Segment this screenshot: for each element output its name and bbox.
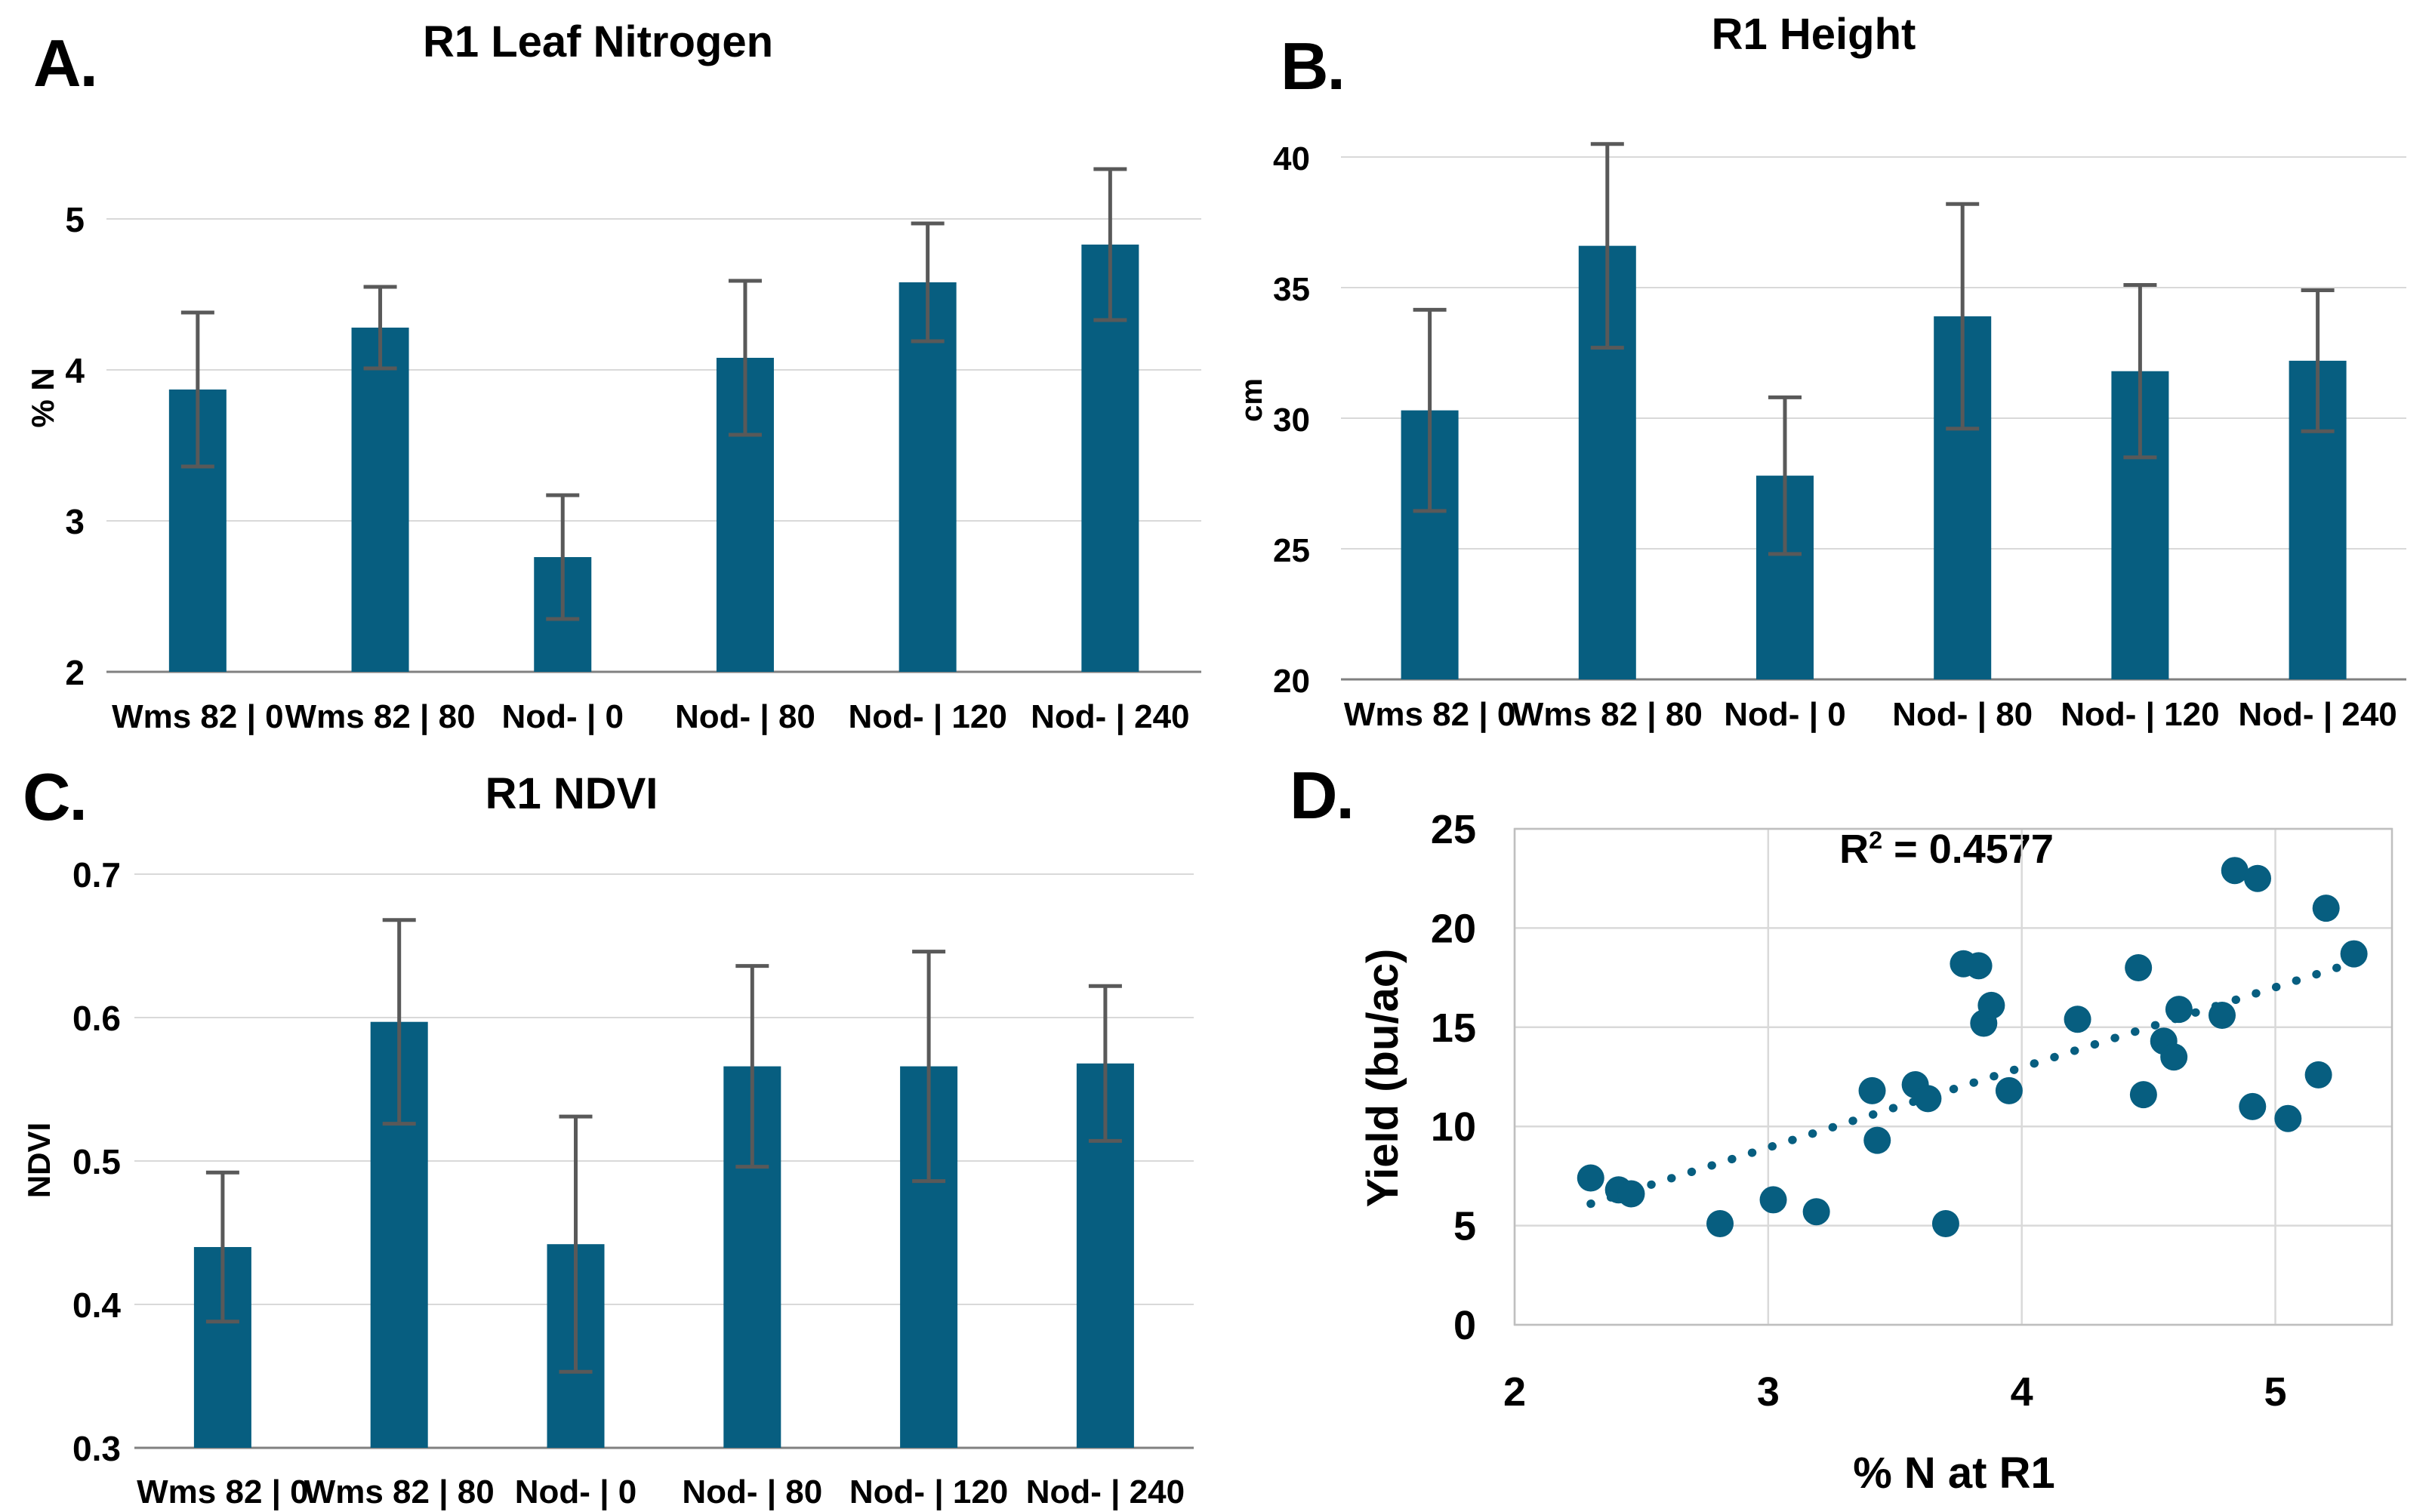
- r-squared-exponent: 2: [1869, 827, 1883, 854]
- svg-text:Wms 82 | 0: Wms 82 | 0: [137, 1474, 309, 1511]
- svg-text:5: 5: [1453, 1204, 1476, 1249]
- panel-c-letter: C.: [23, 759, 88, 834]
- svg-text:Nod- | 80: Nod- | 80: [1892, 696, 2033, 734]
- panel-d-yield-scatter: D. R2 = 0.4577 Yield (bu/ac) % N at R1 0…: [1216, 755, 2432, 1512]
- panel-a-leaf-nitrogen: A. R1 Leaf Nitrogen % N 2 3 4 5 Wms 82 | 0 Wm…: [0, 0, 1216, 755]
- svg-text:Wms 82 | 0: Wms 82 | 0: [112, 698, 284, 736]
- svg-text:0.6: 0.6: [72, 999, 121, 1038]
- panel-c-ndvi: C. R1 NDVI NDVI 0.3 0.4 0.5 0.6 0.7 Wms 82 | …: [0, 755, 1216, 1512]
- svg-text:Nod- | 240: Nod- | 240: [1026, 1474, 1185, 1511]
- svg-text:30: 30: [1273, 402, 1310, 439]
- svg-text:Wms 82 | 80: Wms 82 | 80: [1512, 696, 1703, 734]
- r-squared-annotation: R2 = 0.4577: [1839, 827, 2054, 872]
- svg-text:40: 40: [1273, 140, 1310, 177]
- panel-d-x-axis-label: % N at R1: [1853, 1449, 2055, 1498]
- svg-text:Wms 82 | 0: Wms 82 | 0: [1344, 696, 1516, 734]
- svg-text:0.3: 0.3: [72, 1429, 121, 1468]
- panel-b-letter: B.: [1281, 29, 1345, 103]
- svg-text:Nod- | 120: Nod- | 120: [849, 1474, 1008, 1511]
- svg-text:35: 35: [1273, 271, 1310, 308]
- svg-text:5: 5: [2264, 1369, 2286, 1415]
- svg-text:10: 10: [1431, 1104, 1476, 1150]
- svg-text:3: 3: [1757, 1369, 1780, 1415]
- svg-text:4: 4: [65, 351, 85, 390]
- panel-a-letter: A.: [33, 26, 98, 100]
- yield-vs-nitrogen-scatter-chart: 0 5 10 15 20 25 2 3 4 5: [1431, 807, 2393, 1415]
- svg-text:5: 5: [65, 200, 85, 239]
- svg-text:4: 4: [2011, 1369, 2033, 1415]
- leaf-nitrogen-bar-chart: 2 3 4 5 Wms 82 | 0 Wms 82 | 80 Nod- | 0 Nod- | …: [65, 167, 1201, 736]
- panel-a-title: R1 Leaf Nitrogen: [422, 17, 774, 66]
- svg-text:25: 25: [1431, 807, 1476, 852]
- panel-d-letter: D.: [1290, 758, 1355, 833]
- svg-text:2: 2: [1503, 1369, 1526, 1415]
- svg-text:Nod- | 0: Nod- | 0: [1724, 696, 1845, 734]
- panel-b-title: R1 Height: [1711, 10, 1916, 59]
- svg-text:Nod- | 240: Nod- | 240: [1031, 698, 1189, 736]
- svg-text:Wms 82 | 80: Wms 82 | 80: [304, 1474, 495, 1511]
- svg-text:15: 15: [1431, 1005, 1476, 1051]
- svg-text:20: 20: [1431, 906, 1476, 951]
- svg-text:25: 25: [1273, 532, 1310, 569]
- svg-text:Nod- | 120: Nod- | 120: [2061, 696, 2219, 734]
- svg-text:2: 2: [65, 653, 85, 692]
- r-squared-base: R: [1839, 827, 1869, 872]
- svg-text:0.7: 0.7: [72, 855, 121, 895]
- svg-text:Nod- | 80: Nod- | 80: [675, 698, 815, 736]
- svg-text:0: 0: [1453, 1303, 1476, 1348]
- svg-text:Nod- | 120: Nod- | 120: [848, 698, 1006, 736]
- svg-text:Nod- | 0: Nod- | 0: [515, 1474, 637, 1511]
- svg-text:Nod- | 0: Nod- | 0: [502, 698, 624, 736]
- panel-c-title: R1 NDVI: [485, 769, 658, 818]
- svg-text:3: 3: [65, 502, 85, 541]
- svg-text:0.4: 0.4: [72, 1286, 121, 1325]
- svg-text:20: 20: [1273, 663, 1310, 700]
- panel-b-height: B. R1 Height cm 20 25 30 35 40 Wms 82 | 0 Wms …: [1216, 0, 2432, 755]
- svg-text:Wms 82 | 80: Wms 82 | 80: [285, 698, 476, 736]
- svg-text:Nod- | 240: Nod- | 240: [2238, 696, 2397, 734]
- svg-text:0.5: 0.5: [72, 1142, 121, 1181]
- r-squared-value: = 0.4577: [1882, 827, 2054, 872]
- svg-text:Nod- | 80: Nod- | 80: [682, 1474, 822, 1511]
